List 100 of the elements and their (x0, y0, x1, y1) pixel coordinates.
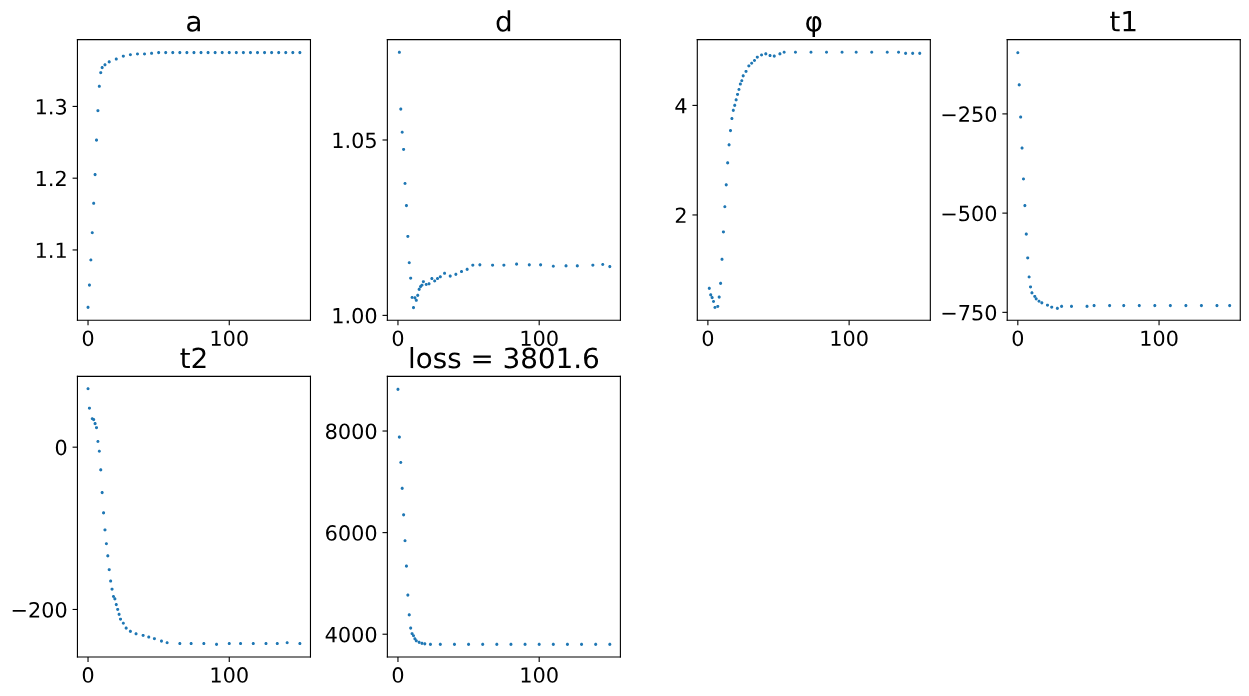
point (128, 629, 132, 633)
point (107, 568, 111, 572)
point (760, 53, 764, 57)
point (277, 51, 281, 55)
point (263, 51, 267, 55)
point (1228, 304, 1232, 308)
point (90, 231, 94, 235)
point (248, 51, 252, 55)
point (904, 51, 908, 55)
point (86, 305, 90, 309)
point (728, 129, 733, 133)
point (116, 607, 120, 612)
point (744, 69, 748, 73)
x-tick-label: 0 (702, 330, 714, 347)
point (104, 542, 108, 546)
point (99, 71, 103, 75)
y-tick-label: −500 (942, 205, 997, 222)
point (885, 50, 889, 54)
point (404, 204, 408, 208)
point (239, 642, 243, 646)
point (720, 257, 724, 261)
point (135, 52, 140, 56)
point (402, 147, 406, 152)
y-tick-label: 8000 (326, 423, 377, 440)
y-tick-label: −250 (942, 106, 997, 123)
point (435, 276, 440, 281)
point (471, 263, 475, 267)
point (768, 54, 772, 58)
point (731, 108, 735, 112)
point (478, 263, 482, 267)
point (397, 50, 401, 54)
chart-title: a (187, 15, 200, 32)
point (438, 275, 442, 279)
point (1060, 304, 1064, 308)
y-tick-label: 1.3 (36, 98, 67, 115)
point (97, 84, 101, 88)
point (97, 449, 101, 453)
x-tick-label: 100 (521, 330, 558, 347)
chart-title: t2 (180, 347, 206, 369)
point (1069, 304, 1074, 308)
point (121, 621, 125, 625)
point (1168, 304, 1172, 308)
point (241, 51, 245, 55)
point (1021, 177, 1026, 181)
point (594, 642, 598, 646)
point (152, 637, 156, 641)
point (467, 642, 471, 646)
point (150, 51, 154, 55)
x-tick-label: 100 (211, 330, 248, 347)
x-tick-label: 100 (521, 667, 558, 683)
point (1085, 304, 1089, 308)
point (407, 261, 411, 265)
x-tick-label: 0 (392, 330, 404, 347)
point (459, 269, 464, 274)
point (741, 74, 745, 78)
point (411, 306, 416, 310)
point (403, 539, 407, 543)
chart-title: loss = 3801.6 (410, 346, 599, 369)
y-tick-label: 1.1 (36, 242, 66, 258)
point (580, 642, 584, 646)
point (124, 626, 128, 630)
x-tick-label: 0 (82, 667, 94, 683)
point (918, 51, 922, 55)
point (428, 642, 432, 646)
point (92, 201, 96, 205)
point (870, 50, 874, 54)
point (157, 51, 161, 55)
y-tick-label: 6000 (326, 525, 377, 541)
point (199, 51, 203, 55)
y-tick-label: −750 (942, 304, 997, 321)
y-tick-label: 1.2 (36, 170, 66, 187)
x-tick-label: 0 (392, 667, 404, 683)
x-tick-label: 0 (1012, 330, 1024, 347)
point (142, 52, 147, 56)
point (1016, 51, 1020, 55)
x-tick-label: 100 (1141, 330, 1178, 347)
chart-title: φ (806, 16, 822, 38)
y-tick-label: 2 (675, 207, 686, 223)
point (733, 103, 737, 107)
point (707, 286, 711, 290)
point (591, 263, 595, 267)
point (1055, 306, 1059, 310)
point (264, 642, 268, 646)
y-tick-label: 0 (55, 439, 67, 456)
y-tick-label: 4 (675, 98, 687, 114)
point (452, 642, 456, 646)
point (234, 51, 238, 55)
chart-title: t1 (1110, 11, 1136, 32)
point (736, 92, 740, 96)
point (481, 642, 485, 646)
point (778, 52, 782, 56)
chart-title: d (496, 10, 511, 32)
point (1199, 304, 1203, 308)
y-tick-label: 1.00 (333, 307, 377, 324)
point (734, 98, 738, 102)
point (551, 264, 555, 268)
point (1030, 291, 1034, 295)
y-tick-label: −200 (12, 601, 67, 618)
point (403, 181, 407, 186)
x-tick-label: 100 (211, 667, 248, 683)
